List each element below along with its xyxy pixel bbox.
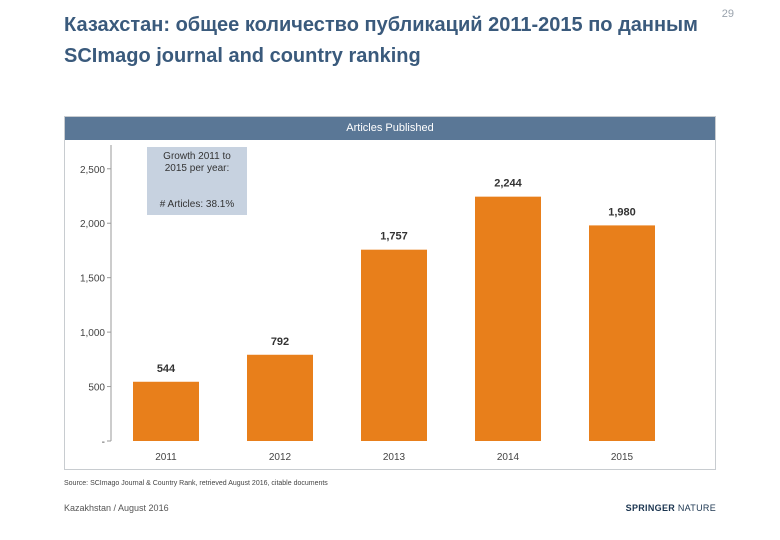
x-tick-label-2012: 2012 <box>269 452 292 463</box>
bar-2015 <box>589 225 655 441</box>
articles-bar-chart: - 500 1,000 1,500 2,000 2,500 544 2011 792 2012 1,… <box>80 145 655 463</box>
y-tick-label: 1,000 <box>80 328 105 339</box>
growth-box-value: # Articles: 38.1% <box>159 199 235 210</box>
bar-2014 <box>475 196 541 441</box>
x-tick-label-2015: 2015 <box>611 452 634 463</box>
growth-box: Growth 2011 to 2015 per year: # Articles… <box>147 147 247 215</box>
page-number: 29 <box>721 8 734 20</box>
y-tick-label: 2,000 <box>80 219 105 230</box>
bar-value-label-2015: 1,980 <box>608 206 636 218</box>
slide-title-line-1: Казахстан: общее количество публикаций 2… <box>64 14 698 36</box>
chart-frame: Articles Published - 500 1,000 1,500 2,000 2,… <box>64 116 716 470</box>
source-note: Source: SCImago Journal & Country Rank, … <box>64 480 328 487</box>
bar-value-label-2013: 1,757 <box>380 231 408 243</box>
bar-value-label-2012: 792 <box>271 336 289 348</box>
brand-name-part-2: NATURE <box>675 503 716 513</box>
bar-2011 <box>133 381 199 441</box>
x-tick-label-2014: 2014 <box>497 452 520 463</box>
growth-box-title: Growth 2011 to 2015 per year: <box>163 151 231 174</box>
bar-value-label-2011: 544 <box>157 363 176 375</box>
x-tick-label-2013: 2013 <box>383 452 406 463</box>
chart-title: Articles Published <box>65 117 715 140</box>
bar-value-label-2014: 2,244 <box>494 178 522 190</box>
y-tick-label: 2,500 <box>80 165 105 176</box>
bar-2012 <box>247 354 313 441</box>
y-tick-label: 1,500 <box>80 274 105 285</box>
slide-title-line-2: SCImago journal and country ranking <box>64 45 421 67</box>
y-tick-label: - <box>102 437 105 448</box>
x-tick-label-2011: 2011 <box>155 452 177 463</box>
footer-label: Kazakhstan / August 2016 <box>64 503 169 513</box>
slide-title: Казахстан: общее количество публикаций 2… <box>64 10 754 72</box>
springer-nature-logo: SPRINGER NATURE <box>626 503 716 513</box>
bar-2013 <box>361 249 427 441</box>
y-tick-label: 500 <box>88 383 105 394</box>
brand-name-part-1: SPRINGER <box>625 503 676 513</box>
